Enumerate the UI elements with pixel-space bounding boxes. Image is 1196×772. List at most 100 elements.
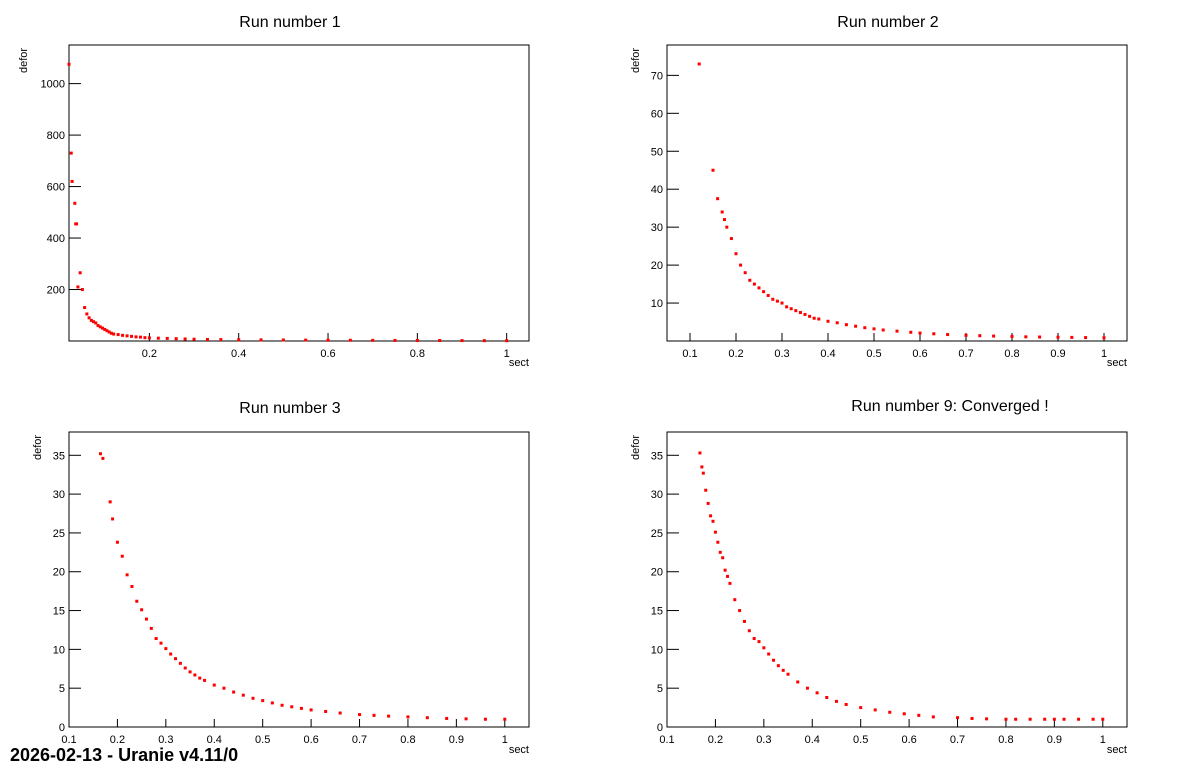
y-tick-label: 10 (651, 644, 663, 656)
x-tick-label: 0.5 (866, 348, 881, 360)
x-tick-label: 0.4 (207, 734, 222, 746)
data-point (775, 299, 779, 303)
y-tick-label: 40 (651, 184, 663, 196)
panel-4: Run number 9: Converged ! defor sect 0.1… (630, 398, 1128, 756)
x-tick-label: 0.9 (1047, 734, 1062, 746)
y-axis-label: defor (630, 48, 642, 73)
y-tick-label: 0 (657, 722, 663, 734)
data-point (1038, 335, 1042, 339)
data-point (85, 312, 89, 316)
data-point (812, 316, 816, 320)
panel-title: Run number 2 (837, 14, 938, 31)
data-point (931, 715, 935, 719)
x-tick-label: 0.9 (449, 734, 464, 746)
data-point (101, 456, 105, 460)
data-point (808, 314, 812, 318)
x-tick-label: 0.5 (853, 734, 868, 746)
data-point (1101, 717, 1105, 721)
data-point (747, 629, 751, 633)
data-point (94, 321, 98, 325)
data-point (108, 500, 112, 504)
data-point (198, 676, 202, 680)
y-tick-label: 400 (47, 233, 65, 245)
data-point (120, 554, 124, 558)
data-point (178, 661, 182, 665)
data-point (815, 691, 819, 695)
data-point (709, 514, 713, 518)
data-point (748, 278, 752, 282)
data-point (1043, 717, 1047, 721)
data-point (725, 225, 729, 229)
data-point (96, 324, 100, 328)
data-point (387, 714, 391, 718)
data-point (299, 706, 303, 710)
data-point (130, 584, 134, 588)
data-point (372, 713, 376, 717)
y-axis-label: defor (630, 435, 642, 460)
data-point (888, 710, 892, 714)
data-point (164, 647, 168, 651)
data-point (789, 307, 793, 311)
x-axis-label: sect (1107, 744, 1127, 756)
data-point (232, 690, 236, 694)
x-tick-label: 0.7 (950, 734, 965, 746)
x-tick-label: 0.6 (901, 734, 916, 746)
data-point (149, 626, 153, 630)
data-point (1070, 335, 1074, 339)
data-point (817, 317, 821, 321)
data-point (338, 711, 342, 715)
x-tick-label: 0.2 (142, 348, 157, 360)
data-point (103, 327, 107, 331)
plot-frame (68, 44, 530, 342)
y-tick-label: 0 (59, 722, 65, 734)
data-point (80, 288, 84, 292)
data-point (796, 680, 800, 684)
data-point (872, 327, 876, 331)
data-point (728, 581, 732, 585)
data-point (701, 471, 705, 475)
y-tick-label: 30 (651, 489, 663, 501)
data-point (733, 598, 737, 602)
plot-frame (666, 44, 1128, 342)
data-point (203, 678, 207, 682)
x-tick-label: 0.7 (958, 348, 973, 360)
panel-2: Run number 2 defor sect 0.1 0.2 0.3 0.4 0.5 0… (630, 14, 1128, 369)
data-point (358, 713, 362, 717)
data-point (734, 252, 738, 256)
data-point (460, 339, 464, 343)
data-point (776, 664, 780, 668)
x-tick-label: 1 (502, 734, 508, 746)
data-point (135, 599, 139, 603)
data-point (78, 271, 82, 275)
data-point (503, 717, 507, 721)
data-point (881, 328, 885, 332)
data-point (970, 716, 974, 720)
data-point (109, 331, 113, 335)
y-tick-label: 35 (53, 450, 65, 462)
data-point (918, 331, 922, 335)
data-point (70, 179, 74, 183)
y-tick-label: 20 (651, 567, 663, 579)
data-point (825, 696, 829, 699)
data-point (716, 197, 720, 201)
x-tick-label: 0.1 (659, 734, 674, 746)
data-point (704, 488, 708, 492)
x-tick-label: 0.4 (805, 734, 820, 746)
x-tick-label: 0.6 (303, 734, 318, 746)
x-tick-label: 0.5 (255, 734, 270, 746)
y-tick-label: 5 (59, 683, 65, 695)
data-point (711, 168, 715, 172)
data-point (771, 297, 775, 301)
x-tick-label: 1 (1100, 734, 1106, 746)
data-point (115, 540, 119, 544)
data-point (324, 709, 328, 713)
x-tick-label: 0.6 (912, 348, 927, 360)
data-point (985, 717, 989, 721)
data-point (192, 337, 196, 341)
data-point (406, 715, 410, 719)
y-tick-label: 10 (651, 298, 663, 310)
data-point (1091, 717, 1095, 721)
data-point (121, 333, 125, 337)
data-point (752, 637, 756, 640)
data-point (723, 568, 727, 572)
